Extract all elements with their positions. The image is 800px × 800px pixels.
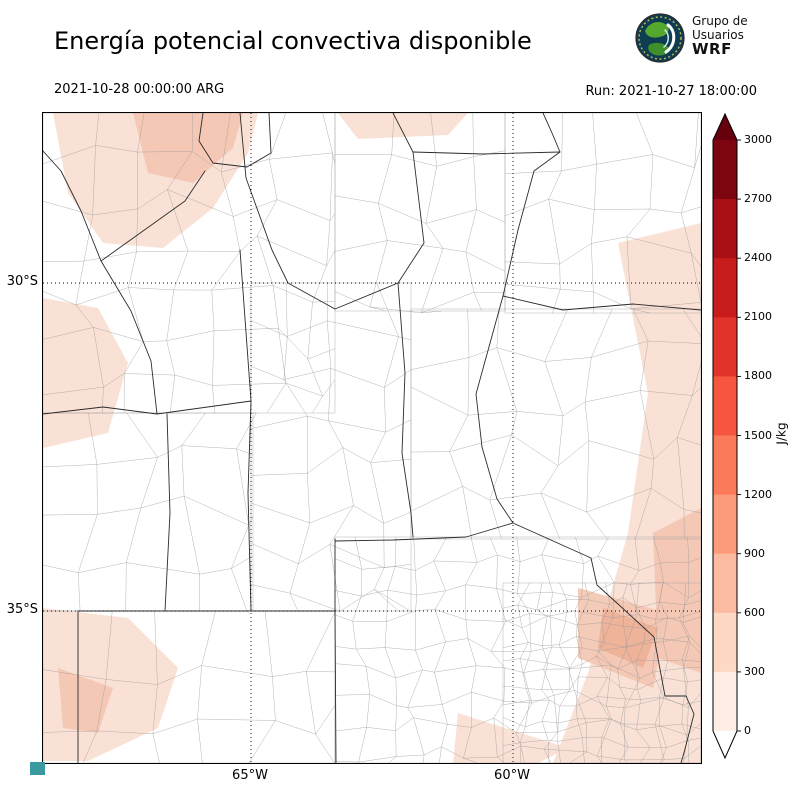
logo-line-3: WRF — [692, 40, 732, 58]
colorbar — [710, 112, 744, 762]
colorbar-tick-label: 1500 — [744, 428, 772, 442]
logo-line-1: Grupo de — [692, 14, 748, 28]
colorbar-tick-label: 2100 — [744, 310, 772, 324]
page-title: Energía potencial convectiva disponible — [54, 27, 532, 55]
colorbar-tick-label: 3000 — [744, 133, 772, 146]
map-canvas — [42, 112, 702, 764]
lat-tick-35s: 35°S — [6, 602, 38, 617]
logo-line-2: Usuarios — [692, 28, 744, 42]
colorbar-tick-label: 1800 — [744, 369, 772, 383]
logo-text: Grupo de Usuarios WRF — [692, 14, 748, 58]
colorbar-tick-label: 0 — [744, 724, 751, 737]
lon-tick-65w: 65°W — [232, 768, 268, 783]
colorbar-unit-label: J/kg — [774, 422, 789, 445]
wrf-globe-logo-icon — [635, 13, 685, 63]
colorbar-svg — [712, 112, 741, 760]
lon-tick-60w: 60°W — [494, 768, 530, 783]
colorbar-tick-label: 1200 — [744, 487, 772, 501]
colorbar-tick-label: 600 — [744, 605, 765, 619]
colorbar-tick-label: 300 — [744, 664, 765, 678]
lat-tick-30s: 30°S — [6, 274, 38, 289]
colorbar-tick-label: 900 — [744, 546, 765, 560]
run-time-label: Run: 2021-10-27 18:00:00 — [585, 84, 757, 99]
logo: Grupo de Usuarios WRF — [634, 12, 794, 68]
colorbar-tick-label: 2700 — [744, 192, 772, 206]
map-svg — [43, 113, 701, 763]
valid-time-label: 2021-10-28 00:00:00 ARG — [54, 82, 225, 97]
colorbar-tick-label: 2400 — [744, 251, 772, 265]
teal-corner-mark — [30, 762, 45, 775]
